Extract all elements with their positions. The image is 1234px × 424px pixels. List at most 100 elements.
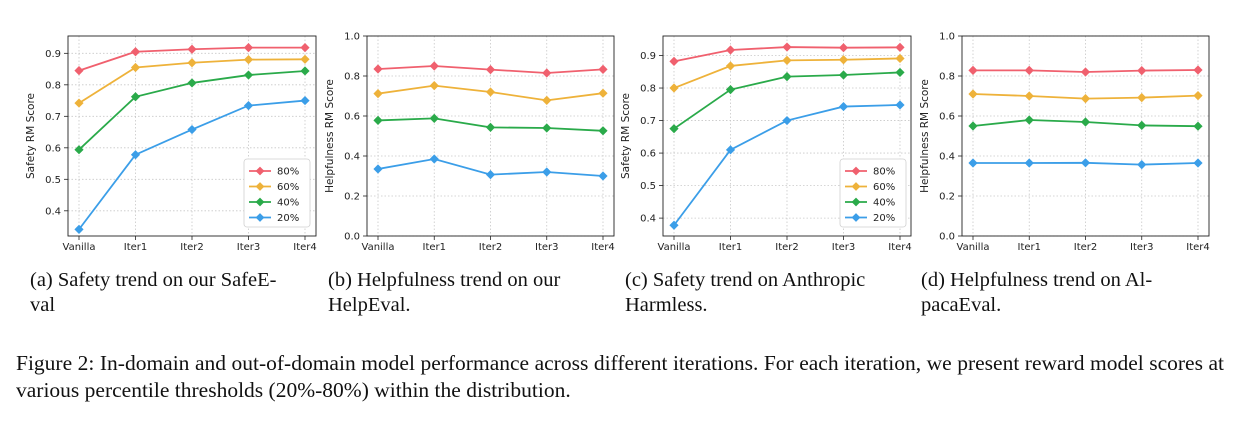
data-point (187, 78, 197, 88)
y-tick-label: 0.0 (939, 232, 955, 243)
y-tick-label: 0.4 (939, 152, 955, 163)
series-20% (74, 95, 310, 234)
data-point (725, 45, 736, 55)
data-point (1137, 120, 1147, 130)
subcaption-d: (d) Helpfulness trend on Al- pacaEval. (921, 268, 1213, 318)
x-tick-label: Iter2 (1074, 242, 1098, 253)
data-point (429, 154, 439, 164)
y-tick-label: 0.6 (45, 143, 61, 154)
data-point (243, 43, 254, 53)
x-tick-label: Vanilla (63, 242, 96, 253)
figure-caption: Figure 2: In-domain and out-of-domain mo… (16, 351, 1224, 402)
legend-label: 80% (873, 167, 895, 178)
subcaption-b-line1: (b) Helpfulness trend on our (328, 269, 561, 291)
y-tick-label: 0.6 (939, 112, 955, 123)
series-80% (669, 42, 905, 66)
legend-label: 80% (277, 167, 299, 178)
data-point (74, 145, 84, 155)
series-40% (74, 66, 310, 155)
data-point (895, 100, 905, 110)
legend-marker (255, 213, 265, 222)
y-tick-label: 0.9 (640, 51, 656, 62)
data-point (968, 121, 978, 131)
series-20% (968, 158, 1203, 170)
data-point (1193, 91, 1203, 101)
data-point (782, 55, 792, 65)
data-point (243, 55, 254, 65)
legend-marker (851, 182, 861, 191)
y-tick-label: 0.2 (939, 192, 955, 203)
plot-frame (67, 35, 317, 237)
data-point (1137, 160, 1147, 170)
data-point (542, 95, 552, 105)
series-80% (74, 43, 310, 76)
series-20% (373, 154, 608, 181)
subcaption-c-line2: Harmless. (625, 294, 708, 316)
legend-label: 60% (873, 182, 895, 193)
x-tick-label: Iter2 (180, 242, 204, 253)
data-point (373, 89, 383, 99)
chart-1: 0.0 0.2 0.4 0.6 0.8 1.0 Vanilla Iter1 Iter2 Iter3… (324, 32, 615, 254)
y-tick-label: 0.2 (344, 192, 360, 203)
subcaption-d-line2: pacaEval. (921, 294, 1002, 316)
series-40% (968, 115, 1203, 131)
chart-3: 0.0 0.2 0.4 0.6 0.8 1.0 Vanilla Iter1 Iter2 Iter3… (919, 32, 1210, 254)
x-tick-label: Iter3 (832, 242, 856, 253)
data-point (1193, 65, 1203, 75)
y-tick-label: 0.6 (640, 149, 656, 160)
data-point (300, 43, 310, 53)
legend-marker (255, 166, 265, 176)
data-point (74, 98, 84, 108)
subcaption-a-line2: val (30, 294, 56, 316)
series-60% (968, 89, 1203, 104)
series-80% (968, 65, 1203, 77)
data-point (74, 224, 84, 234)
y-tick-label: 0.8 (45, 80, 61, 91)
data-point (598, 64, 608, 74)
data-point (838, 101, 849, 112)
legend-label: 40% (873, 198, 895, 209)
series-60% (669, 53, 905, 93)
series-60% (373, 81, 608, 105)
data-point (968, 65, 978, 75)
data-point (130, 150, 141, 160)
data-point (300, 54, 310, 64)
x-tick-label: Iter4 (888, 242, 912, 253)
data-point (130, 92, 141, 102)
data-point (725, 61, 736, 71)
data-point (542, 167, 552, 177)
data-point (725, 85, 736, 95)
subcaption-c-line1: (c) Safety trend on Anthropic (625, 269, 866, 291)
data-point (373, 115, 383, 125)
data-point (782, 115, 792, 126)
data-point (187, 124, 197, 135)
data-point (243, 101, 254, 111)
x-tick-label: Iter3 (237, 242, 261, 253)
chart-2: 0.4 0.5 0.6 0.7 0.8 0.9 Vanilla Iter1 Iter2 Iter3… (620, 35, 912, 253)
x-tick-label: Vanilla (362, 242, 395, 253)
data-point (300, 95, 310, 106)
data-point (598, 126, 608, 136)
chart-0: 0.4 0.5 0.6 0.7 0.8 0.9 Vanilla Iter1 Iter2 Iter3… (25, 35, 317, 253)
data-point (725, 145, 736, 155)
y-tick-label: 0.7 (45, 112, 61, 123)
data-point (1137, 93, 1147, 103)
series-80% (373, 61, 608, 78)
y-tick-label: 1.0 (344, 32, 360, 43)
data-point (968, 158, 978, 168)
data-point (669, 83, 679, 93)
data-point (485, 122, 496, 132)
x-tick-label: Iter1 (719, 242, 743, 253)
data-point (669, 220, 679, 230)
y-tick-label: 1.0 (939, 32, 955, 43)
y-axis-label: Safety RM Score (620, 93, 632, 179)
data-point (1024, 91, 1034, 101)
data-point (782, 42, 792, 52)
legend-marker (851, 213, 861, 222)
y-tick-label: 0.4 (45, 206, 61, 217)
data-point (130, 62, 141, 73)
data-point (895, 53, 905, 64)
data-point (429, 61, 439, 71)
y-axis-label: Safety RM Score (25, 93, 37, 179)
y-axis-label: Helpfulness RM Score (919, 79, 931, 193)
